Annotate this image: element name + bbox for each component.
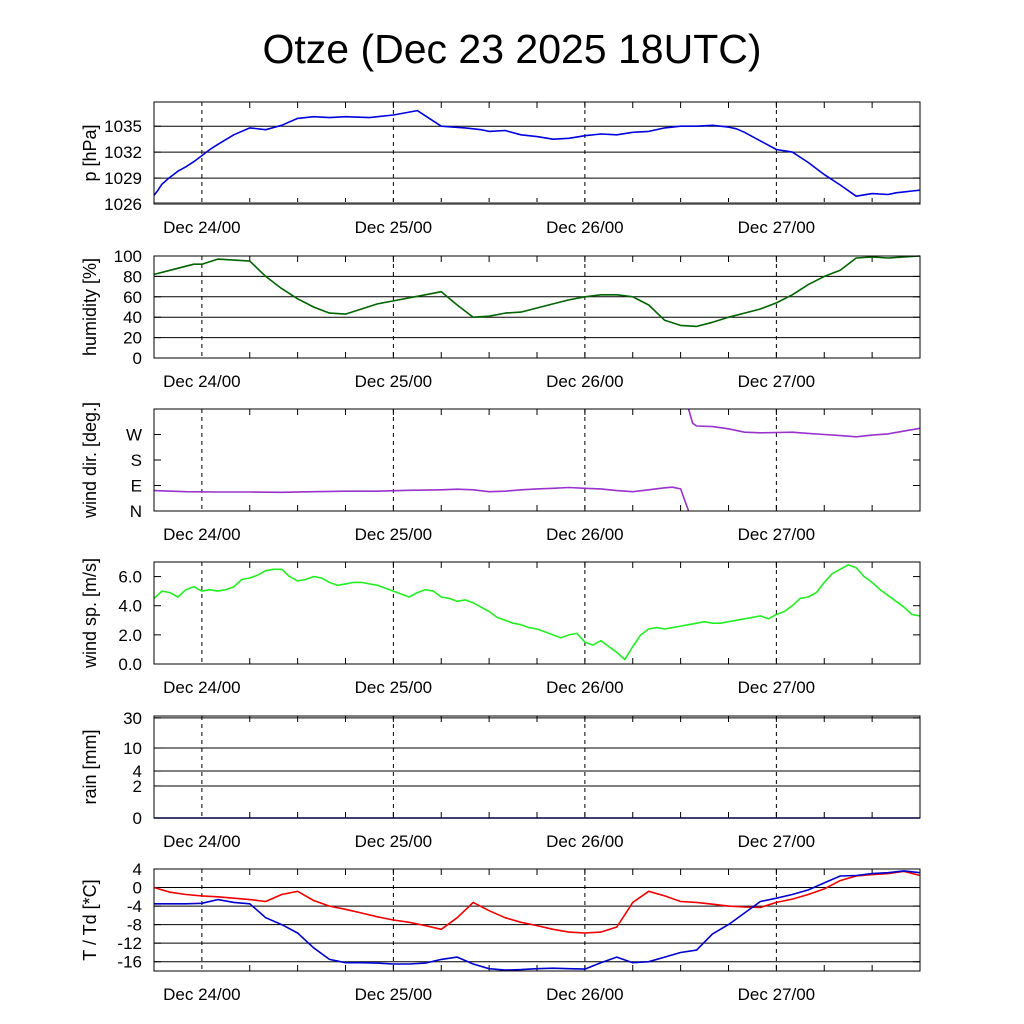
x-tick-label: Dec 24/00 bbox=[163, 525, 241, 544]
y-tick-label: W bbox=[126, 426, 142, 445]
x-tick-label: Dec 25/00 bbox=[355, 218, 433, 237]
y-tick-label: 0 bbox=[133, 349, 142, 368]
x-tick-label: Dec 26/00 bbox=[546, 678, 624, 697]
y-axis-label: wind sp. [m/s] bbox=[80, 558, 100, 669]
y-tick-label: 20 bbox=[123, 329, 142, 348]
y-tick-label: 100 bbox=[114, 247, 142, 266]
y-tick-label: 1029 bbox=[104, 169, 142, 188]
panel-frame bbox=[153, 408, 921, 512]
y-tick-label: 0.0 bbox=[118, 655, 142, 674]
y-tick-label: -12 bbox=[117, 934, 142, 953]
series-line bbox=[153, 109, 921, 197]
x-tick-label: Dec 27/00 bbox=[738, 525, 816, 544]
y-tick-label: -4 bbox=[127, 897, 142, 916]
series-line bbox=[153, 486, 690, 512]
y-tick-label: 2 bbox=[133, 777, 142, 796]
y-tick-label: N bbox=[130, 502, 142, 521]
x-tick-label: Dec 27/00 bbox=[738, 985, 816, 1004]
x-tick-label: Dec 27/00 bbox=[738, 372, 816, 391]
y-tick-label: -16 bbox=[117, 953, 142, 972]
y-axis-label: p [hPa] bbox=[80, 124, 100, 181]
y-tick-label: 30 bbox=[123, 709, 142, 728]
x-tick-label: Dec 25/00 bbox=[355, 525, 433, 544]
series-line bbox=[153, 564, 921, 661]
y-tick-label: 80 bbox=[123, 267, 142, 286]
x-tick-label: Dec 26/00 bbox=[546, 985, 624, 1004]
x-tick-label: Dec 24/00 bbox=[163, 985, 241, 1004]
x-tick-label: Dec 25/00 bbox=[355, 985, 433, 1004]
y-axis-label: humidity [%] bbox=[80, 258, 100, 356]
panel-frame bbox=[153, 561, 921, 665]
y-tick-label: 40 bbox=[123, 308, 142, 327]
y-tick-label: 4.0 bbox=[118, 597, 142, 616]
y-axis-label: wind dir. [deg.] bbox=[80, 402, 100, 519]
x-tick-label: Dec 26/00 bbox=[546, 525, 624, 544]
y-tick-label: E bbox=[131, 477, 142, 496]
x-tick-label: Dec 24/00 bbox=[163, 678, 241, 697]
x-tick-label: Dec 27/00 bbox=[738, 218, 816, 237]
series-line bbox=[153, 255, 921, 328]
y-tick-label: S bbox=[131, 451, 142, 470]
x-tick-label: Dec 24/00 bbox=[163, 372, 241, 391]
x-tick-label: Dec 27/00 bbox=[738, 832, 816, 851]
y-tick-label: 0 bbox=[133, 879, 142, 898]
panel-frame bbox=[153, 715, 921, 819]
y-tick-label: 1026 bbox=[104, 195, 142, 214]
y-tick-label: 1032 bbox=[104, 143, 142, 162]
x-tick-label: Dec 25/00 bbox=[355, 678, 433, 697]
panel-frame bbox=[153, 868, 921, 972]
y-tick-label: 0 bbox=[133, 809, 142, 828]
x-tick-label: Dec 24/00 bbox=[163, 832, 241, 851]
x-tick-label: Dec 26/00 bbox=[546, 218, 624, 237]
series-line bbox=[154, 870, 921, 971]
x-tick-label: Dec 26/00 bbox=[546, 832, 624, 851]
y-tick-label: 2.0 bbox=[118, 626, 142, 645]
chart-title: Otze (Dec 23 2025 18UTC) bbox=[262, 26, 762, 72]
y-tick-label: 60 bbox=[123, 288, 142, 307]
y-tick-label: 6.0 bbox=[118, 568, 142, 587]
series-line bbox=[687, 408, 921, 438]
y-tick-label: 1035 bbox=[104, 117, 142, 136]
y-tick-label: 4 bbox=[133, 762, 142, 781]
x-tick-label: Dec 27/00 bbox=[738, 678, 816, 697]
y-tick-label: -8 bbox=[127, 916, 142, 935]
y-axis-label: T / Td [*C] bbox=[80, 879, 100, 960]
x-tick-label: Dec 24/00 bbox=[163, 218, 241, 237]
y-tick-label: 4 bbox=[133, 860, 142, 879]
y-tick-label: 10 bbox=[123, 739, 142, 758]
y-axis-label: rain [mm] bbox=[80, 729, 100, 804]
series-line bbox=[153, 870, 921, 934]
panel-frame bbox=[153, 255, 921, 359]
x-tick-label: Dec 25/00 bbox=[355, 372, 433, 391]
x-tick-label: Dec 26/00 bbox=[546, 372, 624, 391]
x-tick-label: Dec 25/00 bbox=[355, 832, 433, 851]
panel-frame bbox=[153, 101, 921, 205]
